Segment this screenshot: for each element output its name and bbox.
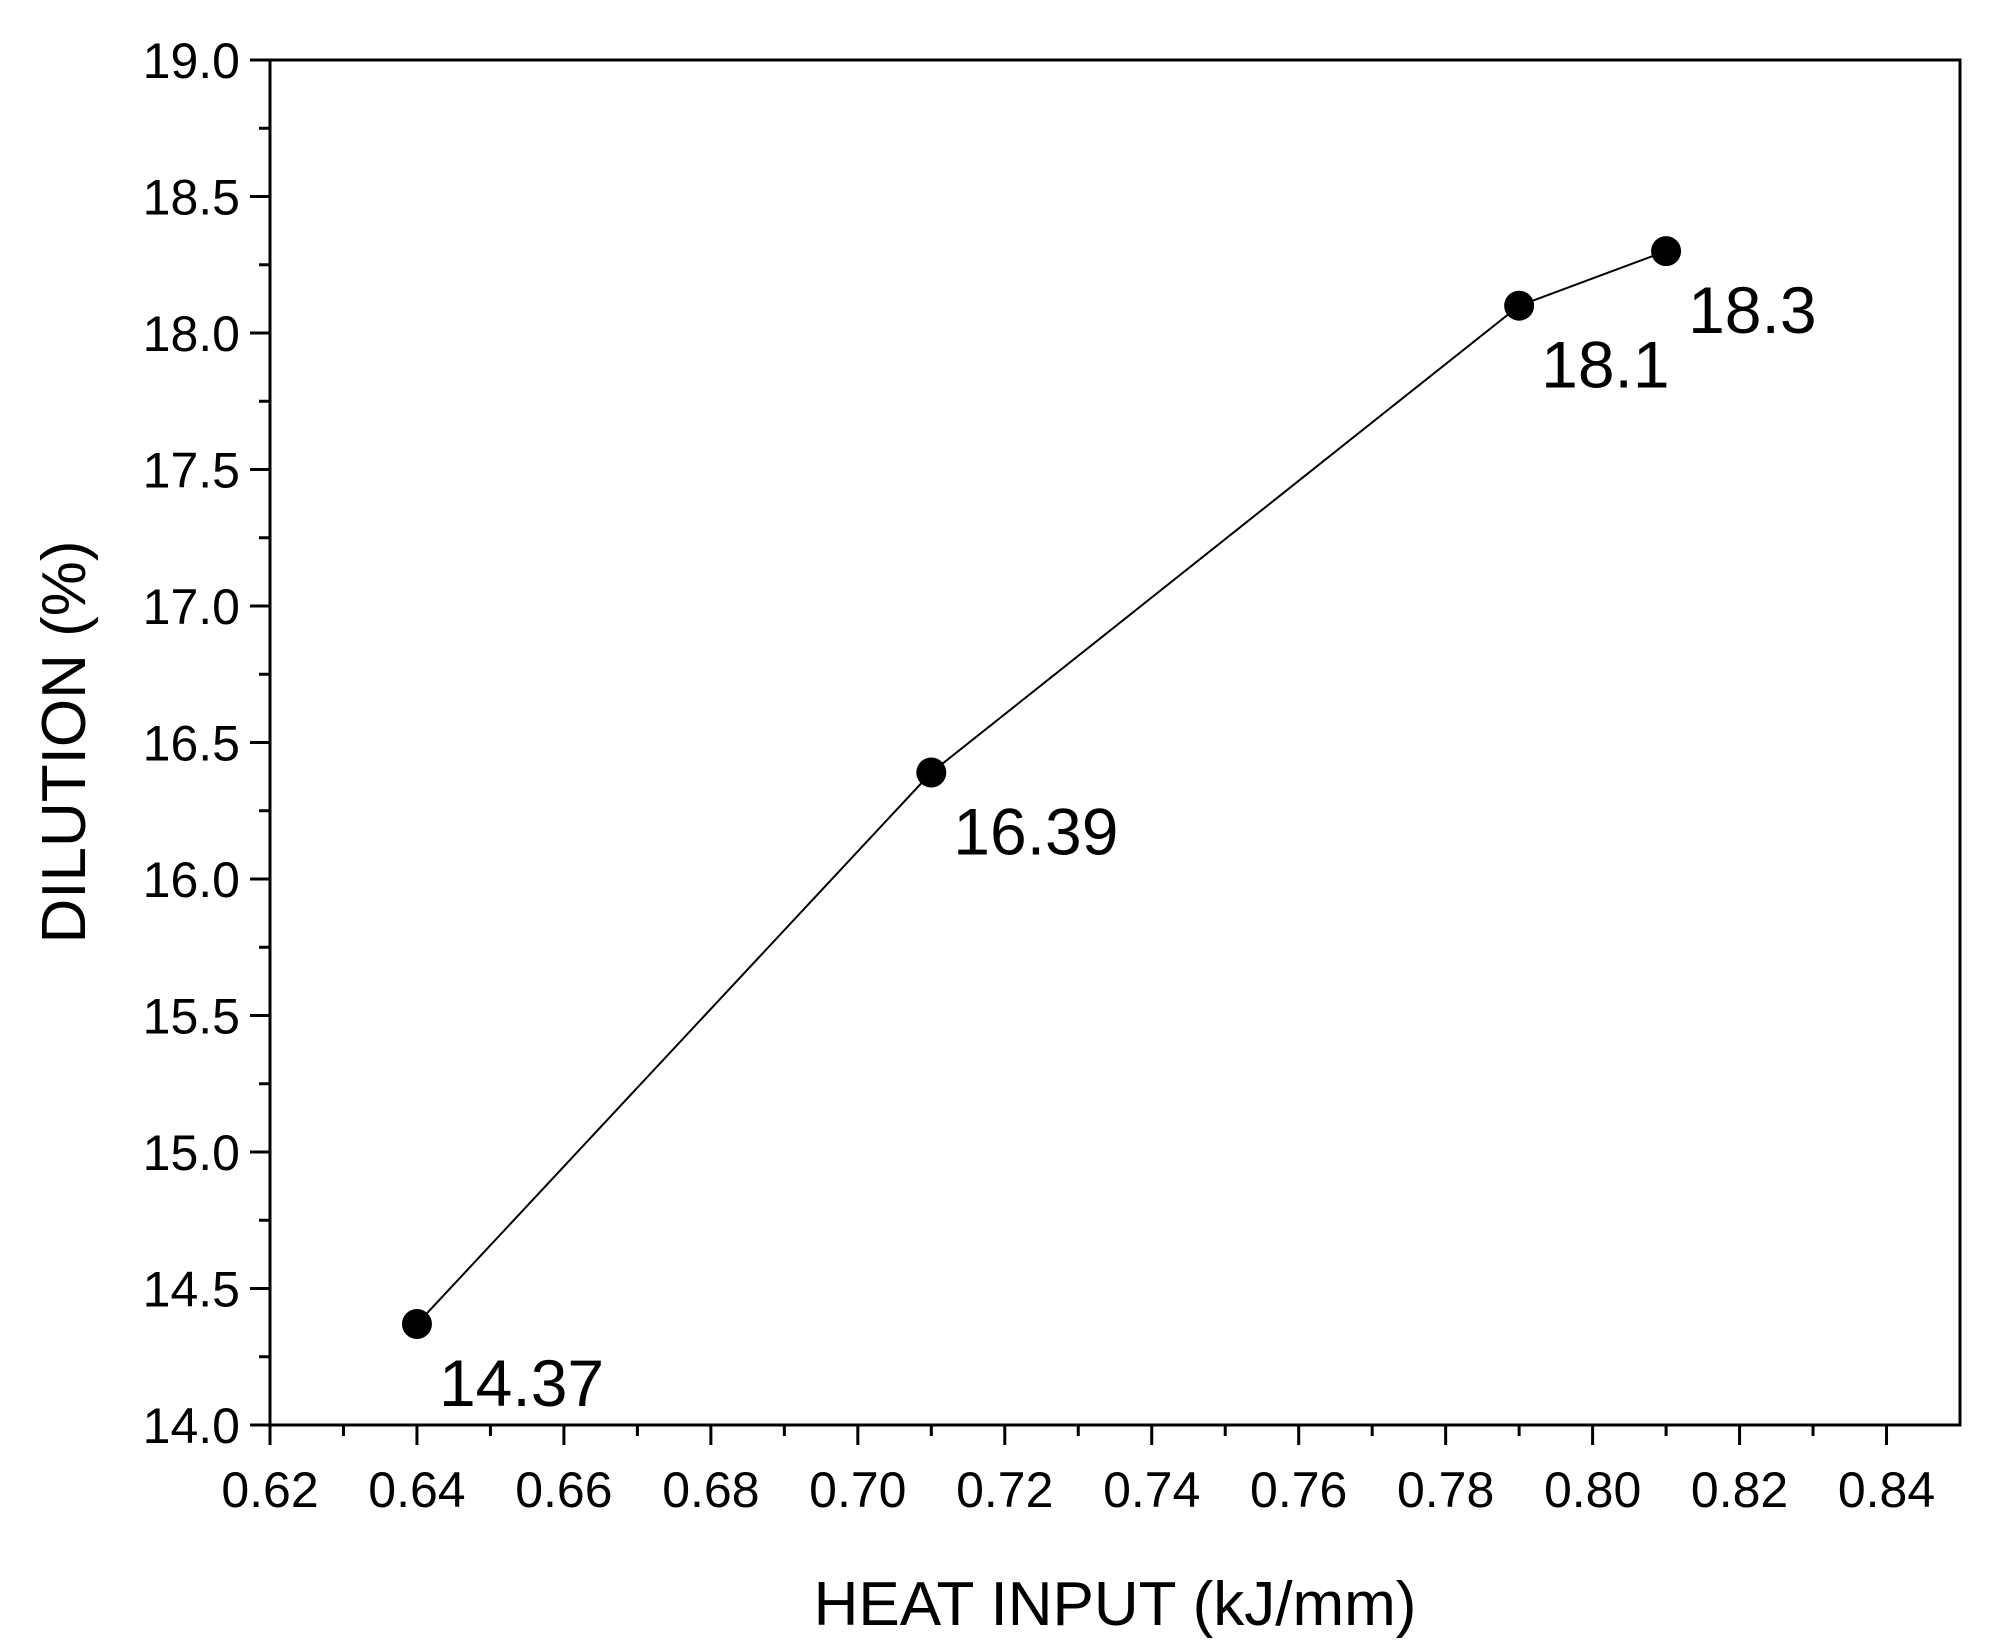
y-tick-label: 17.5 [143, 443, 240, 499]
series-line [416, 250, 1667, 1325]
x-axis-ticks: 0.62 0.64 0.66 0.68 0.70 0.72 0.74 0.76 0.78 0.80… [221, 1425, 1935, 1518]
data-point [1651, 236, 1682, 267]
y-tick-label: 14.5 [143, 1262, 240, 1318]
y-tick-label: 15.0 [143, 1125, 240, 1181]
y-axis-title: DILUTION (%) [30, 541, 99, 944]
data-point [401, 1308, 432, 1339]
data-label: 18.3 [1688, 273, 1816, 347]
x-tick-label: 0.64 [368, 1462, 465, 1518]
x-tick-label: 0.72 [956, 1462, 1053, 1518]
y-tick-label: 16.5 [143, 716, 240, 772]
y-tick-label: 16.0 [143, 852, 240, 908]
data-point [916, 757, 947, 788]
x-tick-label: 0.74 [1103, 1462, 1200, 1518]
x-axis-title: HEAT INPUT (kJ/mm) [814, 1570, 1417, 1639]
y-tick-label: 18.0 [143, 306, 240, 362]
y-tick-label: 15.5 [143, 989, 240, 1045]
x-tick-label: 0.76 [1250, 1462, 1347, 1518]
y-tick-label: 14.0 [143, 1398, 240, 1454]
x-tick-label: 0.62 [221, 1462, 318, 1518]
data-label: 16.39 [953, 795, 1118, 869]
x-tick-label: 0.80 [1544, 1462, 1641, 1518]
x-tick-label: 0.66 [515, 1462, 612, 1518]
series-layer: 14.37 16.39 18.1 18.3 [401, 236, 1817, 1420]
data-point [1504, 290, 1535, 321]
data-label: 18.1 [1541, 328, 1669, 402]
x-tick-label: 0.84 [1838, 1462, 1935, 1518]
x-tick-label: 0.82 [1691, 1462, 1788, 1518]
y-tick-label: 17.0 [143, 579, 240, 635]
y-axis-ticks: 14.0 14.5 15.0 15.5 16.0 16.5 17.0 17.5 18.0 18.5… [143, 33, 270, 1454]
data-label: 14.37 [439, 1346, 604, 1420]
x-tick-label: 0.78 [1397, 1462, 1494, 1518]
x-tick-label: 0.68 [662, 1462, 759, 1518]
y-tick-label: 18.5 [143, 170, 240, 226]
y-tick-label: 19.0 [143, 33, 240, 89]
plot-frame [268, 58, 1962, 1427]
x-tick-label: 0.70 [809, 1462, 906, 1518]
